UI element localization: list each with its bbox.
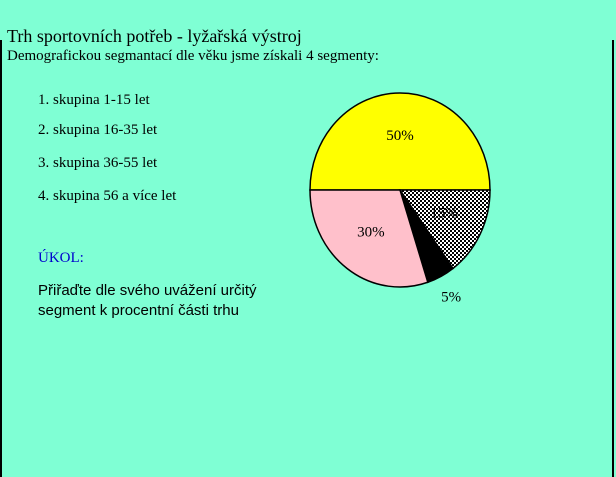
slice-label: 30% xyxy=(357,225,385,241)
pie-slice xyxy=(309,92,491,191)
pie-slice xyxy=(309,189,429,288)
title: Trh sportovních potřeb - lyžařská výstro… xyxy=(7,26,302,46)
left-border xyxy=(0,40,2,477)
task-heading: ÚKOL: xyxy=(38,250,84,266)
slice-label: 50% xyxy=(386,128,414,144)
group-item: 3. skupina 36-55 let xyxy=(38,155,158,171)
task-text: Přiřaďte dle svého uvážení určitý xyxy=(38,282,257,299)
group-item: 4. skupina 56 a více let xyxy=(38,188,177,204)
pie-slice xyxy=(398,189,491,270)
slice-label: 5% xyxy=(441,289,461,305)
task-text: segment k procentní části trhu xyxy=(38,302,239,319)
subtitle: Demografickou segmantací dle věku jsme z… xyxy=(7,48,379,64)
group-item: 2. skupina 16-35 let xyxy=(38,122,158,138)
slice-label: 15% xyxy=(430,206,458,222)
group-item: 1. skupina 1-15 let xyxy=(38,92,150,108)
right-border xyxy=(612,40,614,477)
